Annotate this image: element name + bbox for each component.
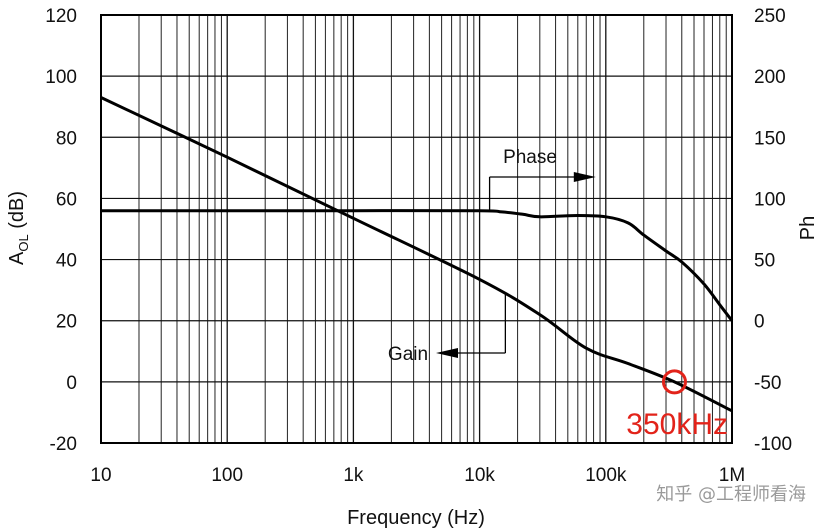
x-axis-label: Frequency (Hz) (347, 507, 485, 529)
y-right-tick-label: 0 (754, 312, 765, 333)
x-tick-label: 1M (719, 465, 745, 486)
y-right-tick-label: 50 (754, 251, 775, 272)
phase-arrowhead (573, 172, 596, 182)
series-line-phase (101, 209, 734, 322)
tick-labels: 10 100 1k 10k 100k 1M -20 0 20 40 60 80 100 120 -100 -5… (45, 6, 792, 486)
gain-arrowhead (436, 348, 458, 358)
x-tick-label: 100 (211, 465, 243, 486)
y-right-tick-label: -100 (754, 434, 792, 455)
series-line-gain (100, 96, 733, 413)
y-right-tick-label: 150 (754, 128, 786, 149)
y-right-tick-label: 100 (754, 189, 786, 210)
x-tick-label: 10 (90, 465, 111, 486)
y-right-tick-label: -50 (754, 373, 781, 394)
marker-350khz-label: 350kHz (626, 408, 728, 441)
y-left-tick-label: 40 (56, 251, 77, 272)
y-left-tick-label: 0 (66, 373, 77, 394)
watermark: 知乎 @工程师看海 (656, 484, 806, 505)
y-left-tick-label: 100 (45, 67, 77, 88)
marker-350khz-circle (661, 369, 687, 395)
y-axis-label-left: AOL (dB) (6, 191, 31, 265)
y-right-tick-label: 250 (754, 6, 786, 27)
annotations: Phase Gain 350kHz (388, 147, 728, 441)
phase-label: Phase (503, 147, 557, 168)
y-left-tick-label: 80 (56, 128, 77, 149)
x-tick-label: 1k (343, 465, 364, 486)
y-left-tick-label: -20 (50, 434, 77, 455)
y-left-tick-label: 20 (56, 312, 77, 333)
x-tick-label: 100k (585, 465, 627, 486)
y-left-tick-label: 60 (56, 189, 77, 210)
y-axis-label-right: Ph (797, 216, 819, 240)
gain-label: Gain (388, 344, 428, 365)
grid (100, 14, 733, 444)
series-lines (100, 96, 734, 413)
y-right-tick-label: 200 (754, 67, 786, 88)
plot-frame (100, 14, 733, 444)
y-left-tick-label: 120 (45, 6, 77, 27)
x-tick-label: 10k (464, 465, 495, 486)
